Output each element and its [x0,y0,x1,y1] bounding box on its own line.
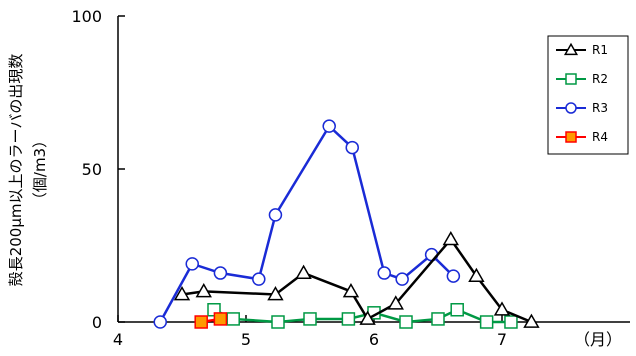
y-axis-unit-label: （個/m3） [31,133,49,207]
x-tick-label: 4 [113,330,123,349]
y-axis-label: 殻長200μm以上のラーバの出現数 [7,54,25,287]
data-point-R3 [395,272,409,286]
data-point-R2 [271,315,285,329]
data-point-R1 [295,264,312,279]
legend-item-R1: R1 [556,42,608,57]
legend-item-R2: R2 [556,72,608,86]
data-point-R3 [345,140,359,155]
legend-label-R4: R4 [592,130,608,144]
data-point-R3 [268,208,283,222]
legend-marker-R2 [565,73,577,85]
data-point-R3 [377,266,391,280]
legend-marker-R4 [565,131,577,143]
y-tick-label: 100 [71,7,102,26]
data-point-R3 [153,315,167,329]
data-point-R1 [468,267,485,283]
legend-item-R3: R3 [556,101,608,115]
data-point-R3 [322,119,336,133]
data-point-R3 [213,266,228,280]
data-point-R2 [399,315,413,329]
y-tick-label: 50 [82,160,102,179]
legend-label-R3: R3 [592,101,608,115]
data-point-R2 [431,312,445,326]
data-point-R1 [342,282,360,298]
data-point-R1 [359,310,376,325]
data-point-R3 [446,269,461,283]
data-point-R2 [450,303,464,317]
data-point-R1 [523,313,540,328]
data-point-R1 [493,301,511,316]
data-point-R2 [226,312,240,326]
data-point-R3 [424,247,439,262]
x-tick-label: 7 [497,330,507,349]
data-point-R3 [252,272,266,286]
data-point-R2 [504,315,518,329]
series-layer [153,119,540,329]
data-point-R1 [173,286,191,301]
legend-marker-R3 [565,102,577,114]
legend-item-R4: R4 [556,130,608,144]
data-point-R2 [341,312,356,326]
x-tick-label: 5 [241,330,251,349]
axes: 0 50 100 4 5 6 7 [71,7,630,349]
series-R1 [173,230,540,328]
data-point-R4 [194,315,208,329]
data-point-R1 [267,286,284,301]
data-point-R2 [303,312,317,326]
data-point-R2 [479,315,494,329]
data-point-R3 [185,257,199,271]
legend-label-R2: R2 [592,72,608,86]
series-R3 [153,119,461,329]
data-point-R1 [195,282,212,298]
legend-marker-R1 [563,42,579,56]
legend-box [547,35,629,155]
data-point-R4 [213,312,228,326]
data-point-R1 [442,230,459,246]
x-tick-label: 6 [369,330,379,349]
x-axis-unit-label: （月） [574,330,622,349]
legend-label-R1: R1 [592,43,608,57]
series-R4 [194,312,228,329]
legend: R1 R2 R3 R4 [547,35,629,155]
data-point-R1 [387,295,404,310]
y-tick-label: 0 [92,313,102,332]
